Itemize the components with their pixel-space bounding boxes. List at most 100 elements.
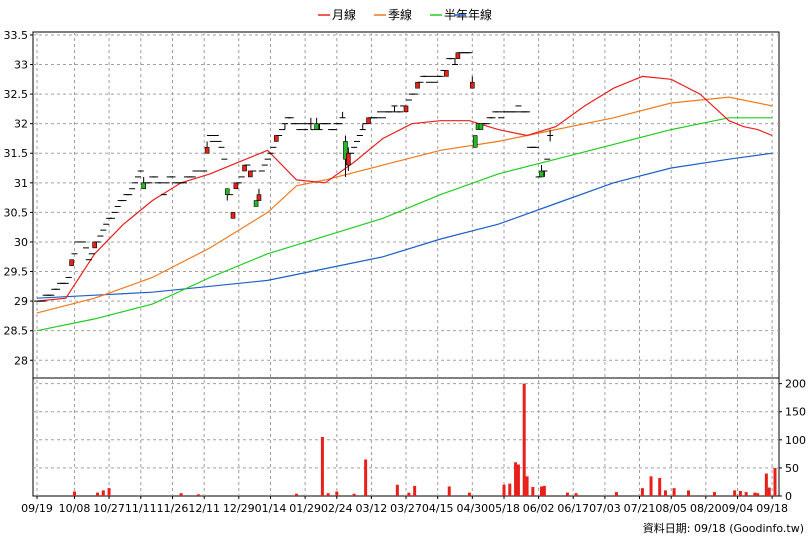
candle-body <box>253 200 259 207</box>
date-tick-label: 03/27 <box>390 502 422 515</box>
price-tick-label: 28 <box>14 354 28 367</box>
price-tick-label: 32 <box>14 118 28 131</box>
candle-body <box>141 182 146 190</box>
volume-bar <box>107 488 111 496</box>
date-tick-label: 07/21 <box>624 502 656 515</box>
price-tick-label: 29 <box>14 295 28 308</box>
date-tick-label: 01/14 <box>255 502 287 515</box>
legend-label-year: 年線 <box>468 7 492 22</box>
volume-bar <box>640 488 644 496</box>
volume-bar <box>514 462 518 496</box>
date-tick-label: 07/03 <box>589 502 621 515</box>
candle-body <box>444 70 449 77</box>
volume-bar <box>96 492 100 496</box>
date-tick-label: 10/27 <box>93 502 125 515</box>
price-tick-label: 30.5 <box>4 206 29 219</box>
ma-halfyear-line <box>36 117 773 332</box>
candlesticks <box>34 52 554 302</box>
date-tick-label: 08/20 <box>690 502 722 515</box>
volume-bar <box>531 487 535 496</box>
volume-tick-label: 50 <box>785 462 799 475</box>
date-tick-label: 03/12 <box>356 502 388 515</box>
volume-bar <box>508 483 512 496</box>
date-tick-label: 05/18 <box>488 502 520 515</box>
date-tick-label: 10/08 <box>59 502 91 515</box>
volume-bar <box>733 490 737 496</box>
volume-bar <box>565 492 569 496</box>
volume-bar <box>196 494 200 496</box>
volume-tick-label: 100 <box>785 434 806 447</box>
date-tick-label: 08/05 <box>655 502 687 515</box>
candle-body <box>204 147 210 154</box>
date-tick-label: 12/11 <box>188 502 220 515</box>
candle-body <box>539 170 544 178</box>
volume-bar <box>658 478 662 496</box>
volume-bar <box>522 383 526 496</box>
ma-month-line <box>36 75 773 302</box>
candle-body <box>224 188 230 195</box>
volume-bar <box>407 492 411 496</box>
volume-bar <box>614 492 618 496</box>
volume-bar <box>447 486 451 496</box>
candle-body <box>92 241 97 249</box>
date-tick-label: 11/11 <box>125 502 157 515</box>
volume-bar <box>413 485 417 496</box>
volume-axis-ticks: 0 50 100 150 200 <box>779 378 806 503</box>
volume-bar <box>744 492 748 496</box>
candle-body <box>346 152 351 166</box>
candle-body <box>403 105 409 113</box>
legend: 月線 季線 半年 年線 <box>318 7 492 22</box>
volume-bar <box>649 476 653 496</box>
candle-body <box>242 164 247 172</box>
candle-body <box>256 194 262 201</box>
candle-body <box>230 212 236 219</box>
volume-bar <box>756 493 760 496</box>
ma-year-line <box>36 152 773 299</box>
price-tick-label: 33.5 <box>4 29 29 42</box>
ma-quarter-line <box>36 96 773 314</box>
volume-bar <box>542 485 546 496</box>
candle-body <box>455 52 461 59</box>
price-tick-label: 31.5 <box>4 147 29 160</box>
legend-item-month: 月線 <box>318 7 356 22</box>
volume-bar <box>352 493 356 496</box>
volume-bars <box>72 383 777 496</box>
volume-bar <box>502 484 506 496</box>
gridlines <box>33 32 779 496</box>
price-tick-label: 30 <box>14 236 28 249</box>
date-tick-label: 01/29 <box>289 502 321 515</box>
volume-bar <box>516 464 520 496</box>
volume-bar <box>395 484 399 496</box>
volume-bar <box>539 486 543 496</box>
volume-bar <box>525 476 529 496</box>
price-tick-label: 31 <box>14 177 28 190</box>
data-date-footer: 資料日期: 09/18 (Goodinfo.tw) <box>643 521 804 535</box>
candle-body <box>472 135 478 148</box>
date-tick-label: 06/17 <box>557 502 589 515</box>
date-tick-label: 04/30 <box>456 502 488 515</box>
legend-label-quarter: 季線 <box>388 7 412 22</box>
volume-bar <box>764 473 768 496</box>
candle-body <box>314 123 319 130</box>
volume-tick-label: 0 <box>785 490 792 503</box>
moving-average-lines <box>36 75 773 332</box>
price-axis-ticks: 28 28.5 29 29.5 30 30.5 31 31.5 32 32.5 33 33.5 <box>4 29 33 367</box>
candle-body <box>343 141 348 160</box>
candle-body <box>415 81 420 89</box>
volume-bar <box>326 493 330 496</box>
volume-bar <box>672 488 676 496</box>
volume-tick-label: 200 <box>785 378 806 391</box>
date-tick-label: 06/02 <box>523 502 555 515</box>
volume-bar <box>738 490 742 496</box>
date-tick-label: 09/19 <box>21 502 53 515</box>
volume-bar <box>467 492 471 496</box>
date-tick-label: 12/29 <box>223 502 255 515</box>
volume-bar <box>294 493 298 496</box>
volume-bar <box>320 437 324 496</box>
price-tick-label: 32.5 <box>4 88 29 101</box>
volume-bar <box>574 493 578 496</box>
price-tick-label: 29.5 <box>4 266 29 279</box>
candle-body <box>366 117 371 124</box>
date-tick-label: 09/04 <box>722 502 754 515</box>
